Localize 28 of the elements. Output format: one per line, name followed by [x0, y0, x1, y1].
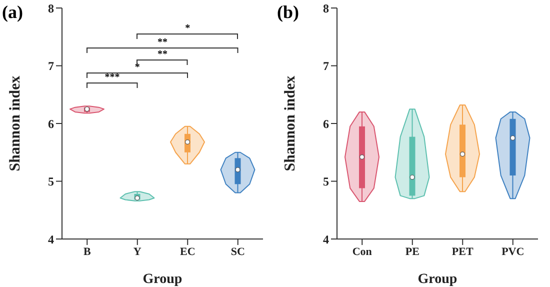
y-tick-label: 8: [323, 1, 329, 16]
y-axis-title: Shannon index: [7, 75, 24, 172]
x-axis-title: Group: [142, 272, 182, 287]
chart-title: (b): [277, 2, 299, 23]
x-tick-label: PET: [452, 246, 474, 258]
x-tick-label: PVC: [502, 246, 524, 258]
chart-title: (a): [2, 2, 23, 23]
y-tick-label: 7: [48, 59, 54, 74]
x-axis-title: Group: [418, 272, 458, 287]
y-axis-title: Shannon index: [282, 75, 298, 172]
annotation: **: [156, 48, 168, 60]
x-tick-label: Con: [352, 246, 372, 258]
annotation: **: [156, 37, 168, 48]
y-tick-label: 6: [323, 116, 329, 131]
annotation: ***: [104, 72, 121, 84]
x-tick-label: SC: [230, 246, 245, 258]
annotation: *: [184, 22, 192, 34]
x-tick-label: B: [83, 246, 92, 258]
y-tick-label: 8: [48, 1, 54, 16]
y-tick-label: 6: [48, 116, 54, 131]
y-tick-label: 5: [323, 174, 329, 189]
y-tick-label: 5: [48, 174, 54, 189]
y-tick-label: 4: [323, 232, 329, 246]
x-tick-label: PE: [405, 246, 420, 258]
y-tick-label: 4: [48, 232, 54, 246]
x-tick-label: Y: [133, 246, 142, 258]
x-tick-label: EC: [180, 246, 196, 258]
y-tick-label: 7: [323, 59, 329, 74]
